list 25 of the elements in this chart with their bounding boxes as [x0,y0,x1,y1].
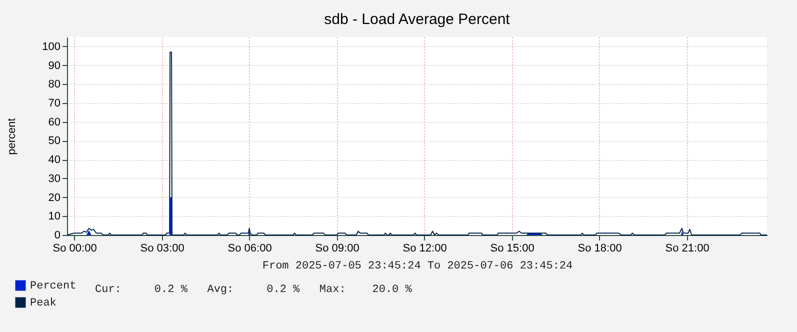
legend-label: Percent [30,280,76,292]
y-tick-label: 60 [48,116,60,128]
x-tick-label: So 00:00 [52,242,97,254]
y-tick-label: 50 [48,135,60,148]
x-axis-title: From 2025-07-05 23:45:24 To 2025-07-06 23:45:24 [262,260,574,272]
x-tick-label: So 06:00 [228,242,272,254]
y-tick-label: 70 [48,98,60,110]
y-tick-label: 10 [48,210,60,223]
x-tick-label: So 09:00 [315,242,360,254]
x-tick-label: So 12:00 [402,242,447,254]
y-axis-title: percent [6,118,18,155]
y-tick-label: 0 [54,230,60,242]
x-tick-label: So 21:00 [665,242,710,254]
x-tick-label: So 03:00 [140,242,184,254]
y-tick-label: 90 [48,60,60,72]
y-tick-label: 30 [48,172,60,185]
y-tick-label: 80 [48,78,60,91]
y-tick-label: 40 [48,154,60,166]
y-tick-label: 100 [42,40,60,53]
legend-label: Peak [30,298,57,310]
x-tick-label: So 15:00 [490,242,534,254]
y-tick-label: 20 [48,192,60,204]
chart-title: sdb - Load Average Percent [324,11,511,28]
text: Cur: 0.2 % Avg: 0.2 % Max: 20.0 % [95,284,412,296]
x-tick-label: So 18:00 [578,242,622,254]
